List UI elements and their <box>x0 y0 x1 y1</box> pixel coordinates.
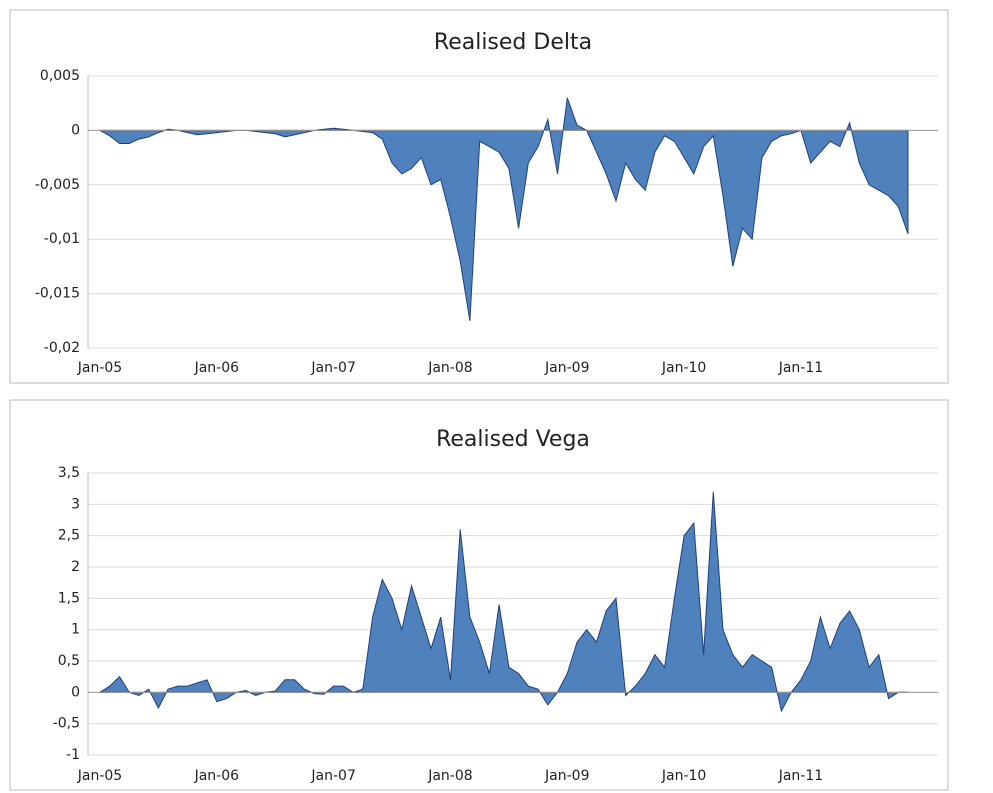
chart-frame <box>9 9 949 384</box>
y-tick-label: 0 <box>71 684 80 700</box>
y-tick-label: 2 <box>71 559 80 575</box>
x-tick-label: Jan-10 <box>661 360 706 376</box>
x-tick-label: Jan-11 <box>778 768 823 784</box>
x-tick-label: Jan-09 <box>544 768 589 784</box>
y-tick-label: -0,005 <box>35 177 80 193</box>
y-tick-label: -0,015 <box>35 286 80 302</box>
x-tick-label: Jan-07 <box>310 768 355 784</box>
x-tick-label: Jan-06 <box>194 360 240 376</box>
x-tick-label: Jan-08 <box>427 768 472 784</box>
chart-title: Realised Delta <box>434 30 592 55</box>
y-tick-label: 1 <box>71 622 80 638</box>
y-tick-label: 0,005 <box>40 68 80 84</box>
x-tick-label: Jan-09 <box>544 360 589 376</box>
chart-frame <box>9 399 949 791</box>
x-tick-label: Jan-07 <box>310 360 355 376</box>
x-tick-label: Jan-11 <box>778 360 823 376</box>
y-tick-label: 2,5 <box>58 528 80 544</box>
x-tick-label: Jan-08 <box>427 360 472 376</box>
y-tick-label: -0,01 <box>44 231 80 247</box>
x-tick-label: Jan-10 <box>661 768 706 784</box>
y-tick-label: 0 <box>71 122 80 138</box>
y-tick-label: -0,5 <box>53 716 80 732</box>
x-tick-label: Jan-05 <box>77 768 122 784</box>
y-tick-label: -0,02 <box>44 340 80 356</box>
y-tick-label: 3 <box>71 496 80 512</box>
y-tick-label: 1,5 <box>58 590 80 606</box>
y-tick-label: 0,5 <box>58 653 80 669</box>
x-tick-label: Jan-05 <box>77 360 122 376</box>
y-tick-label: 3,5 <box>58 465 80 481</box>
x-tick-label: Jan-06 <box>194 768 240 784</box>
y-tick-label: -1 <box>66 747 80 763</box>
chart-title: Realised Vega <box>436 427 590 452</box>
area <box>99 491 909 713</box>
